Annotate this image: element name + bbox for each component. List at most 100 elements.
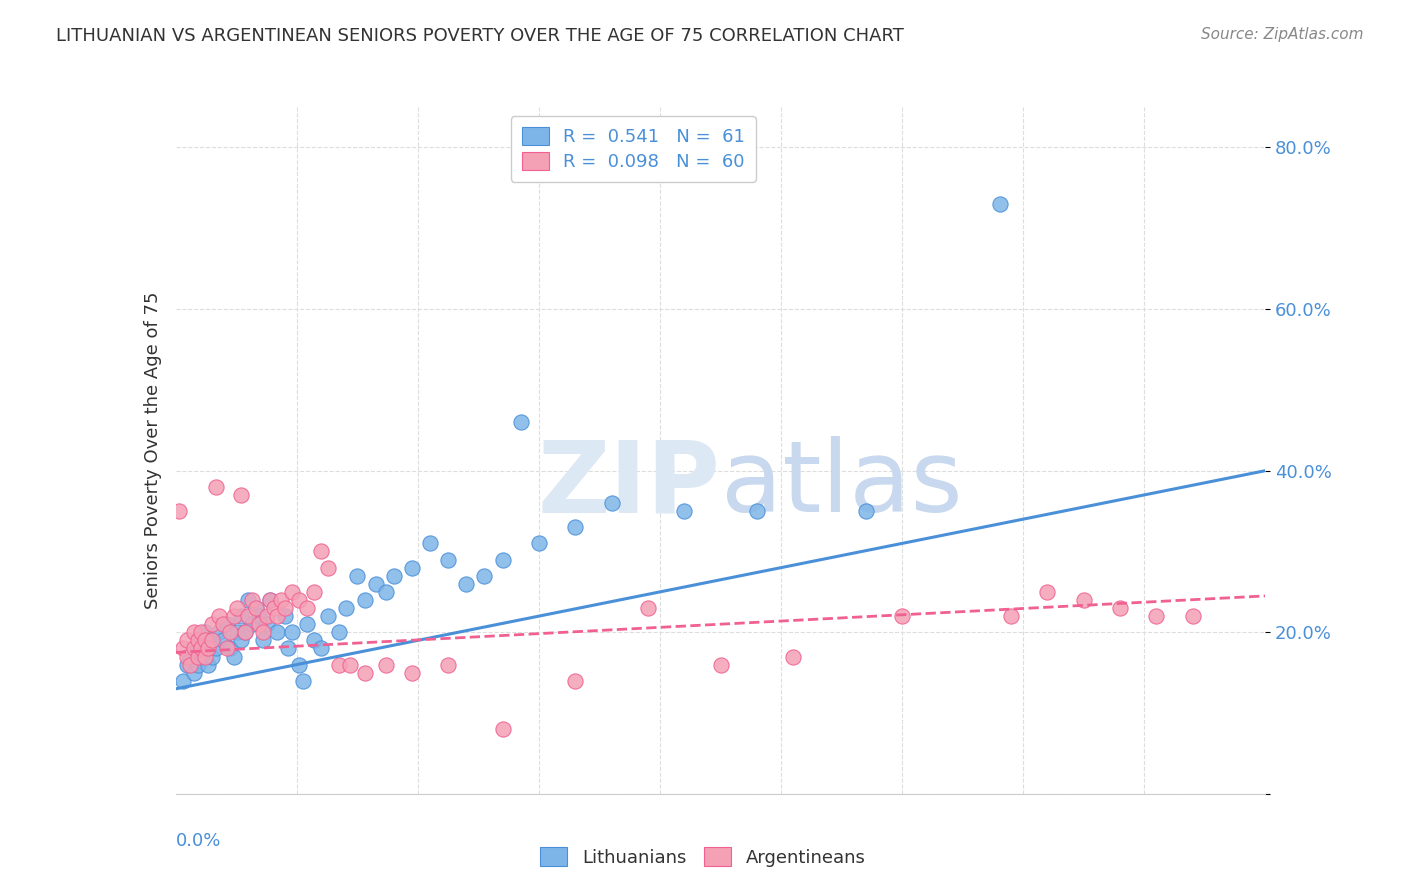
Point	[401, 560, 423, 574]
Text: ZIP: ZIP	[537, 436, 721, 533]
Point	[256, 617, 278, 632]
Point	[318, 560, 340, 574]
Point	[600, 496, 623, 510]
Text: Source: ZipAtlas.com: Source: ZipAtlas.com	[1201, 27, 1364, 42]
Point	[233, 625, 256, 640]
Point	[456, 576, 478, 591]
Point	[437, 552, 460, 566]
Point	[194, 641, 217, 656]
Point	[339, 657, 361, 672]
Point	[194, 649, 217, 664]
Point	[782, 649, 804, 664]
Point	[382, 568, 405, 582]
Point	[176, 649, 198, 664]
Point	[564, 520, 586, 534]
Point	[309, 641, 332, 656]
Point	[259, 593, 281, 607]
Point	[364, 576, 387, 591]
Point	[346, 568, 368, 582]
Point	[215, 641, 238, 656]
Point	[212, 633, 235, 648]
Point	[231, 633, 253, 648]
Point	[197, 657, 219, 672]
Point	[335, 601, 357, 615]
Point	[219, 641, 242, 656]
Point	[194, 625, 217, 640]
Point	[252, 625, 274, 640]
Point	[176, 633, 198, 648]
Point	[295, 617, 318, 632]
Point	[247, 617, 270, 632]
Point	[169, 504, 191, 518]
Point	[281, 585, 304, 599]
Point	[375, 585, 398, 599]
Point	[710, 657, 733, 672]
Point	[240, 617, 263, 632]
Y-axis label: Seniors Poverty Over the Age of 75: Seniors Poverty Over the Age of 75	[143, 292, 162, 609]
Point	[204, 641, 226, 656]
Point	[172, 641, 194, 656]
Point	[492, 723, 515, 737]
Point	[233, 625, 256, 640]
Point	[179, 657, 201, 672]
Point	[186, 649, 209, 664]
Point	[353, 665, 375, 680]
Point	[201, 617, 224, 632]
Point	[252, 633, 274, 648]
Point	[190, 625, 212, 640]
Point	[183, 625, 205, 640]
Point	[564, 673, 586, 688]
Point	[226, 625, 249, 640]
Point	[291, 673, 314, 688]
Point	[328, 657, 350, 672]
Point	[492, 552, 515, 566]
Point	[401, 665, 423, 680]
Point	[176, 657, 198, 672]
Point	[328, 625, 350, 640]
Point	[288, 657, 311, 672]
Text: atlas: atlas	[721, 436, 962, 533]
Point	[375, 657, 398, 672]
Point	[637, 601, 659, 615]
Point	[1000, 609, 1022, 624]
Point	[194, 633, 217, 648]
Point	[208, 625, 231, 640]
Point	[1181, 609, 1204, 624]
Point	[256, 609, 278, 624]
Point	[277, 641, 299, 656]
Point	[302, 633, 325, 648]
Point	[186, 657, 209, 672]
Point	[437, 657, 460, 672]
Point	[245, 601, 267, 615]
Point	[231, 609, 253, 624]
Point	[988, 197, 1011, 211]
Point	[190, 633, 212, 648]
Point	[266, 625, 288, 640]
Point	[1109, 601, 1132, 615]
Point	[302, 585, 325, 599]
Point	[288, 593, 311, 607]
Point	[183, 641, 205, 656]
Point	[259, 593, 281, 607]
Point	[226, 601, 249, 615]
Text: 0.0%: 0.0%	[176, 831, 221, 850]
Point	[212, 617, 235, 632]
Point	[238, 593, 260, 607]
Point	[190, 641, 212, 656]
Point	[215, 617, 238, 632]
Point	[172, 673, 194, 688]
Point	[295, 601, 318, 615]
Point	[247, 609, 270, 624]
Point	[240, 593, 263, 607]
Point	[353, 593, 375, 607]
Point	[891, 609, 914, 624]
Point	[197, 641, 219, 656]
Legend: R =  0.541   N =  61, R =  0.098   N =  60: R = 0.541 N = 61, R = 0.098 N = 60	[510, 116, 756, 182]
Point	[201, 633, 224, 648]
Point	[186, 633, 209, 648]
Point	[201, 649, 224, 664]
Point	[745, 504, 768, 518]
Point	[1073, 593, 1095, 607]
Point	[222, 649, 245, 664]
Point	[281, 625, 304, 640]
